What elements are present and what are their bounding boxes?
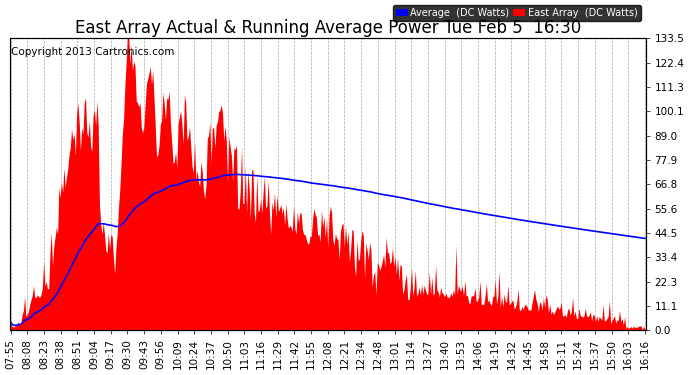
Text: Copyright 2013 Cartronics.com: Copyright 2013 Cartronics.com [11,47,175,57]
Title: East Array Actual & Running Average Power Tue Feb 5  16:30: East Array Actual & Running Average Powe… [75,19,581,37]
Legend: Average  (DC Watts), East Array  (DC Watts): Average (DC Watts), East Array (DC Watts… [393,5,641,21]
